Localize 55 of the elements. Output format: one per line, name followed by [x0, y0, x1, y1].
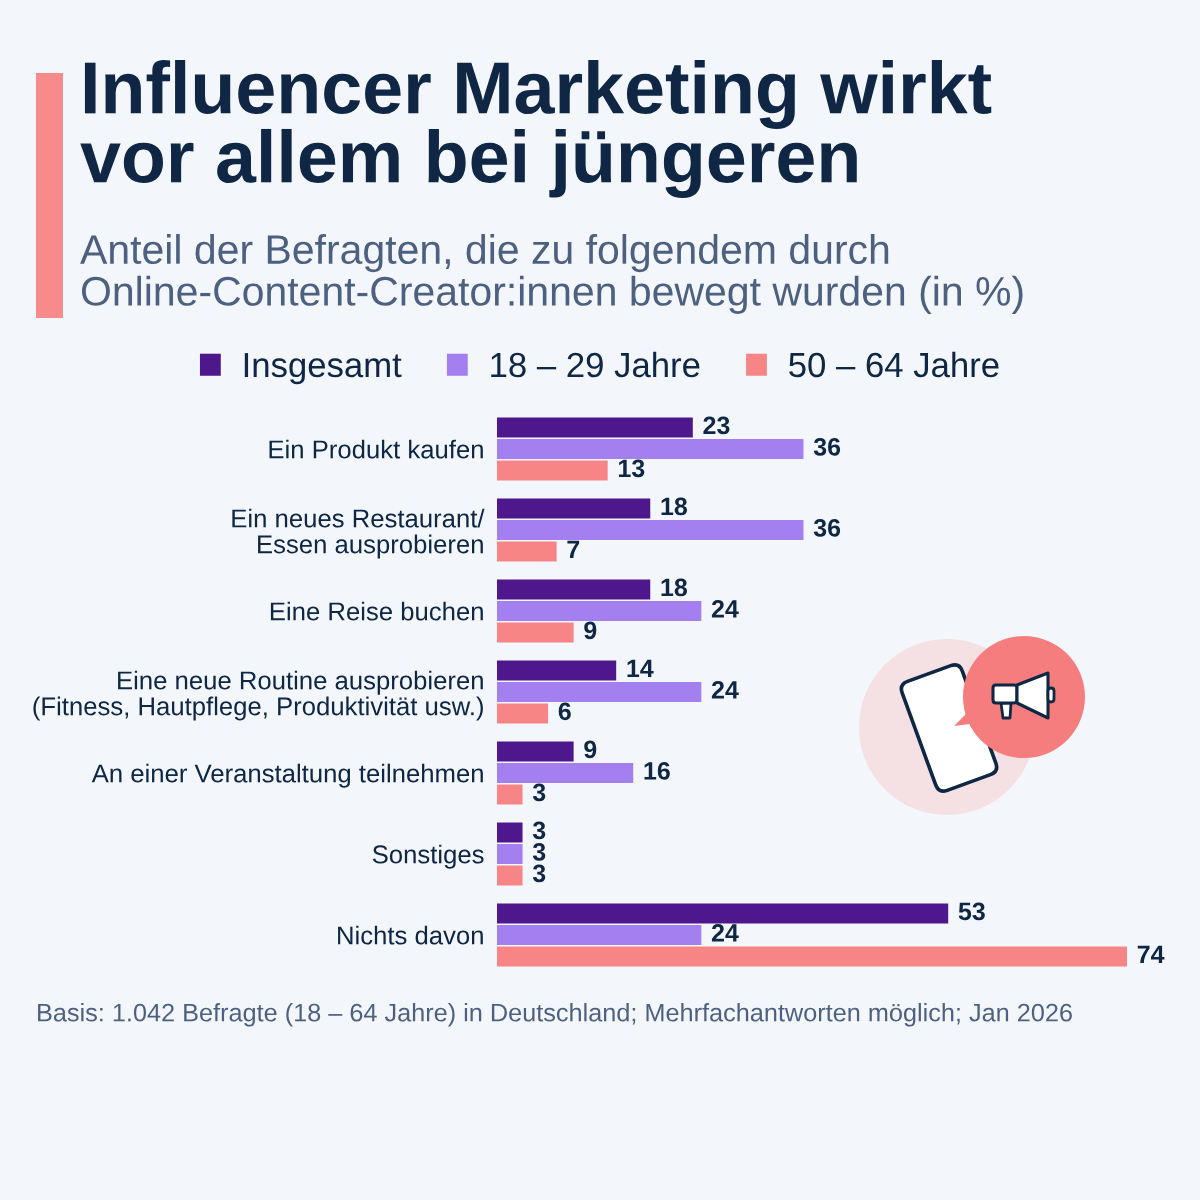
data-label: 3: [532, 821, 546, 840]
y-tick-label: Eine Reise buchen: [270, 601, 483, 621]
y-tick-label: Ein Produkt kaufen: [269, 439, 483, 459]
bar: [497, 844, 523, 864]
data-label: 74: [1137, 945, 1165, 963]
text: Basis: 1.042 Befragte (18 – 64 Jahre) in Deutschland; Mehrfachantworten möglich; Jan 2026: [38, 1003, 1072, 1027]
data-label: 16: [644, 762, 670, 780]
legend-label: 18 – 29 Jahre: [491, 351, 700, 378]
bar: [497, 903, 949, 924]
data-label: 3: [532, 843, 546, 861]
bar: [497, 439, 804, 459]
data-label: 24: [711, 681, 739, 699]
bar: [497, 579, 651, 600]
data-label: 24: [711, 924, 739, 942]
data-label: 6: [558, 702, 571, 721]
data-label: 13: [618, 459, 645, 478]
bar: [497, 741, 574, 762]
bar: [497, 822, 523, 843]
data-label: 23: [703, 416, 730, 435]
bar: [497, 460, 608, 481]
data-label: 53: [958, 902, 985, 921]
y-tick-label: Sonstiges: [372, 844, 484, 869]
data-label: 36: [813, 519, 841, 537]
chart-title: Influencer Marketing wirkt vor allem bei jüngeren: [80, 60, 992, 198]
bar: [497, 660, 617, 681]
bar: [497, 520, 804, 540]
bar: [497, 417, 693, 438]
bar: [497, 601, 702, 621]
bar: [497, 498, 651, 519]
y-tick-label: An einer Veranstaltung teilnehmen: [91, 763, 483, 788]
data-label: 7: [567, 540, 580, 558]
y-tick-label: Nichts davon: [338, 925, 483, 945]
bar: [497, 682, 702, 702]
bar: [497, 865, 523, 886]
bar: [497, 763, 634, 783]
chart-subtitle: Anteil der Befragten, die zu folgendem durch Online-Content-Creator:innen bewegt wurden (in %): [80, 234, 1023, 314]
bar: [497, 703, 549, 724]
data-label: 18: [661, 578, 688, 597]
bar: [497, 925, 702, 945]
data-label: 18: [661, 497, 688, 516]
legend-label: Insgesamt: [244, 353, 402, 385]
bar: [497, 541, 557, 562]
y-tick-label: Eine neue Routine ausprobieren (Fitness, Hautpflege, Produktivität usw.): [33, 670, 483, 721]
data-label: 14: [627, 659, 654, 677]
data-label: 24: [711, 600, 739, 618]
data-label: 3: [532, 783, 546, 802]
data-label: 3: [532, 864, 546, 883]
bar: [497, 622, 574, 643]
data-label: 36: [813, 438, 841, 456]
legend-label: 50 – 64 Jahre: [789, 351, 999, 378]
data-label: 9: [584, 740, 597, 759]
bar: [497, 946, 1127, 967]
bar: [497, 784, 523, 805]
y-tick-label: Ein neues Restaurant/ Essen ausprobieren: [232, 508, 485, 559]
data-label: 9: [584, 621, 597, 640]
